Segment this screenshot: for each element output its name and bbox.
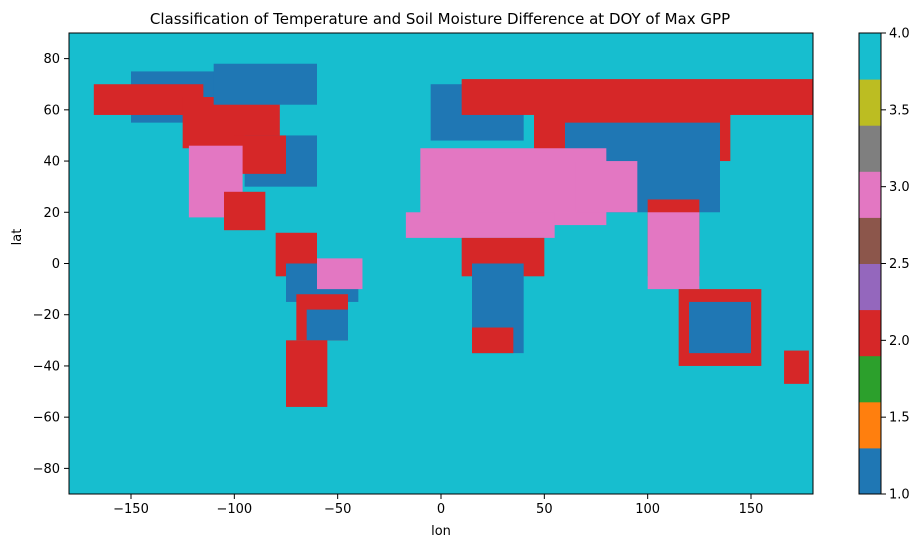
- map-region-class-2: [472, 327, 514, 354]
- map-region-class-3: [575, 161, 638, 213]
- y-tick-label: 60: [43, 103, 60, 118]
- map-region-class-2: [784, 350, 809, 384]
- map-region-class-3: [317, 258, 363, 290]
- map-region-class-2: [224, 191, 266, 231]
- y-tick-label: −80: [33, 462, 60, 477]
- colorbar-segment: [859, 401, 881, 449]
- colorbar-segment: [859, 33, 881, 80]
- x-axis: −150 −100 −50 0 50 100 150: [113, 494, 763, 517]
- map-region-class-1: [689, 301, 751, 354]
- map-region-class-3: [405, 212, 555, 238]
- y-tick-label: 20: [43, 206, 60, 221]
- x-tick-label: 0: [437, 502, 445, 517]
- y-axis: 80 60 40 20 0 −20 −40 −60 −80: [33, 52, 69, 477]
- colorbar-segment: [859, 79, 881, 126]
- map-regions: [93, 63, 813, 407]
- map-region-class-1: [306, 309, 348, 341]
- colorbar-segment: [859, 171, 881, 218]
- y-tick-label: 0: [52, 257, 60, 272]
- y-tick-label: 80: [43, 52, 60, 67]
- colorbar-segment: [859, 355, 881, 403]
- colorbar-tick-label: 1.0: [889, 488, 910, 503]
- map-region-class-2: [286, 340, 328, 407]
- colorbar-segment: [859, 447, 881, 495]
- colorbar: [858, 32, 882, 495]
- colorbar-segment: [859, 217, 881, 264]
- map-region-class-1: [213, 63, 317, 105]
- y-axis-label: lat: [10, 229, 25, 246]
- y-tick-label: −20: [33, 308, 60, 323]
- chart-title: Classification of Temperature and Soil M…: [150, 10, 730, 28]
- x-tick-label: 150: [739, 502, 764, 517]
- colorbar-tick-label: 3.0: [889, 180, 910, 195]
- colorbar-segment: [859, 263, 881, 311]
- y-tick-label: −40: [33, 359, 60, 374]
- colorbar-tick-label: 1.5: [889, 411, 910, 426]
- colorbar-tick-label: 4.0: [889, 27, 910, 42]
- map-region-class-3: [647, 212, 700, 290]
- colorbar-segment: [859, 125, 881, 172]
- x-tick-label: 50: [536, 502, 553, 517]
- map-region-class-2: [234, 135, 286, 174]
- colorbar-tick-label: 2.0: [889, 334, 910, 349]
- colorbar-ticks: 1.0 1.5 2.0 2.5 3.0 3.5 4.0: [881, 27, 910, 503]
- map-region-class-2: [461, 79, 813, 115]
- x-axis-label: lon: [431, 524, 451, 539]
- colorbar-tick-label: 3.5: [889, 103, 910, 118]
- y-tick-label: −60: [33, 411, 60, 426]
- y-tick-label: 40: [43, 155, 60, 170]
- colorbar-tick-label: 2.5: [889, 257, 910, 272]
- x-tick-label: 100: [635, 502, 660, 517]
- colorbar-segment: [859, 309, 881, 357]
- x-tick-label: −150: [113, 502, 149, 517]
- x-tick-label: −100: [216, 502, 252, 517]
- x-tick-label: −50: [324, 502, 351, 517]
